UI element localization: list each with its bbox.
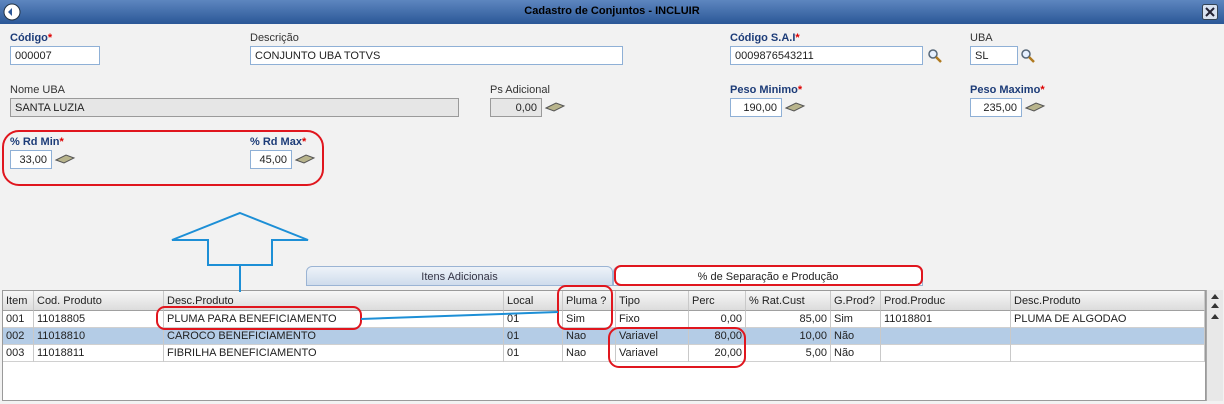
number-input[interactable]: 45,00	[250, 150, 292, 169]
label-text: % Rd Max	[250, 136, 302, 148]
grid-cell: 5,00	[746, 345, 831, 362]
text-input[interactable]: 0009876543211	[730, 46, 923, 65]
field-label: Código S.A.I*	[730, 32, 800, 44]
tab-active[interactable]: % de Separação e Produção	[613, 266, 923, 286]
title-bar: Cadastro de Conjuntos - INCLUIR	[0, 0, 1224, 24]
scrollbar[interactable]	[1206, 290, 1223, 401]
column-header: Pluma ?	[563, 291, 616, 311]
grid-cell: Sim	[563, 311, 616, 328]
grid-cell: 11018811	[34, 345, 164, 362]
grid-cell: 20,00	[689, 345, 746, 362]
scroll-arrows	[1211, 294, 1219, 319]
grid-cell: FIBRILHA BENEFICIAMENTO	[164, 345, 504, 362]
column-header: Local	[504, 291, 563, 311]
grid-cell	[1011, 328, 1205, 345]
data-grid: Item Cod. Produto Desc.Produto Local Pluma ?…	[2, 290, 1206, 401]
close-button[interactable]	[1202, 4, 1218, 20]
number-input[interactable]: 33,00	[10, 150, 52, 169]
grid-cell: 11018810	[34, 328, 164, 345]
field-label: Peso Minimo*	[730, 84, 802, 96]
grid-cell: Sim	[831, 311, 881, 328]
field-label: UBA	[970, 32, 993, 44]
field-label: Ps Adicional	[490, 84, 550, 96]
grid-cell: 01	[504, 345, 563, 362]
column-header: Tipo	[616, 291, 689, 311]
required-mark: *	[301, 136, 307, 148]
field-label: Nome UBA	[10, 84, 66, 96]
column-header: Desc.Produto	[164, 291, 504, 311]
grid-cell: CAROCO BENEFICIAMENTO	[164, 328, 504, 345]
grid-cell	[881, 328, 1011, 345]
column-header: Cod. Produto	[34, 291, 164, 311]
required-mark: *	[797, 84, 803, 96]
grid-cell: PLUMA PARA BENEFICIAMENTO	[164, 311, 504, 328]
required-mark: *	[795, 32, 800, 44]
grid-cell: 11018805	[34, 311, 164, 328]
grid-cell: Nao	[563, 328, 616, 345]
grid-cell: 001	[3, 311, 34, 328]
grid-cell	[1011, 345, 1205, 362]
text-input: SANTA LUZIA	[10, 98, 459, 117]
label-text: Código	[10, 32, 48, 44]
number-input[interactable]: 190,00	[730, 98, 782, 117]
grid-cell: PLUMA DE ALGODAO	[1011, 311, 1205, 328]
grid-cell: 0,00	[689, 311, 746, 328]
grid-cell: 01	[504, 311, 563, 328]
grid-row[interactable]	[3, 328, 1205, 345]
grid-cell: 003	[3, 345, 34, 362]
field-label: Código*	[10, 32, 52, 44]
column-header: % Rat.Cust	[746, 291, 831, 311]
grid-cell: 01	[504, 328, 563, 345]
grid-cell	[881, 345, 1011, 362]
grid-cell: Variavel	[616, 328, 689, 345]
field-label: % Rd Min*	[10, 136, 64, 148]
grid-cell: 80,00	[689, 328, 746, 345]
field-label: % Rd Max*	[250, 136, 306, 148]
field-label: Descrição	[250, 32, 299, 44]
column-header: Perc	[689, 291, 746, 311]
window-title: Cadastro de Conjuntos - INCLUIR	[524, 5, 700, 17]
number-input: 0,00	[490, 98, 542, 117]
grid-row[interactable]	[3, 345, 1205, 362]
tab[interactable]: Itens Adicionais	[306, 266, 613, 286]
column-header: G.Prod?	[831, 291, 881, 311]
required-mark: *	[47, 32, 53, 44]
label-text: Peso Minimo	[730, 84, 798, 96]
text-input[interactable]: 000007	[10, 46, 100, 65]
text-input[interactable]: SL	[970, 46, 1018, 65]
grid-cell: 11018801	[881, 311, 1011, 328]
required-mark: *	[59, 136, 64, 148]
grid-cell: 002	[3, 328, 34, 345]
grid-cell: Não	[831, 328, 881, 345]
label-text: Código S.A.I	[730, 32, 796, 44]
number-input[interactable]: 235,00	[970, 98, 1022, 117]
field-label: Peso Maximo*	[970, 84, 1045, 96]
app-icon	[3, 3, 21, 21]
column-header: Prod.Produc	[881, 291, 1011, 311]
column-header: Desc.Produto	[1011, 291, 1205, 311]
label-text: % Rd Min	[10, 136, 60, 148]
grid-cell: 85,00	[746, 311, 831, 328]
grid-cell: 10,00	[746, 328, 831, 345]
grid-cell: Não	[831, 345, 881, 362]
column-header: Item	[3, 291, 34, 311]
grid-cell: Variavel	[616, 345, 689, 362]
required-mark: *	[1040, 84, 1045, 96]
text-input[interactable]: CONJUNTO UBA TOTVS	[250, 46, 623, 65]
grid-cell: Fixo	[616, 311, 689, 328]
label-text: Peso Maximo	[970, 84, 1041, 96]
grid-cell: Nao	[563, 345, 616, 362]
